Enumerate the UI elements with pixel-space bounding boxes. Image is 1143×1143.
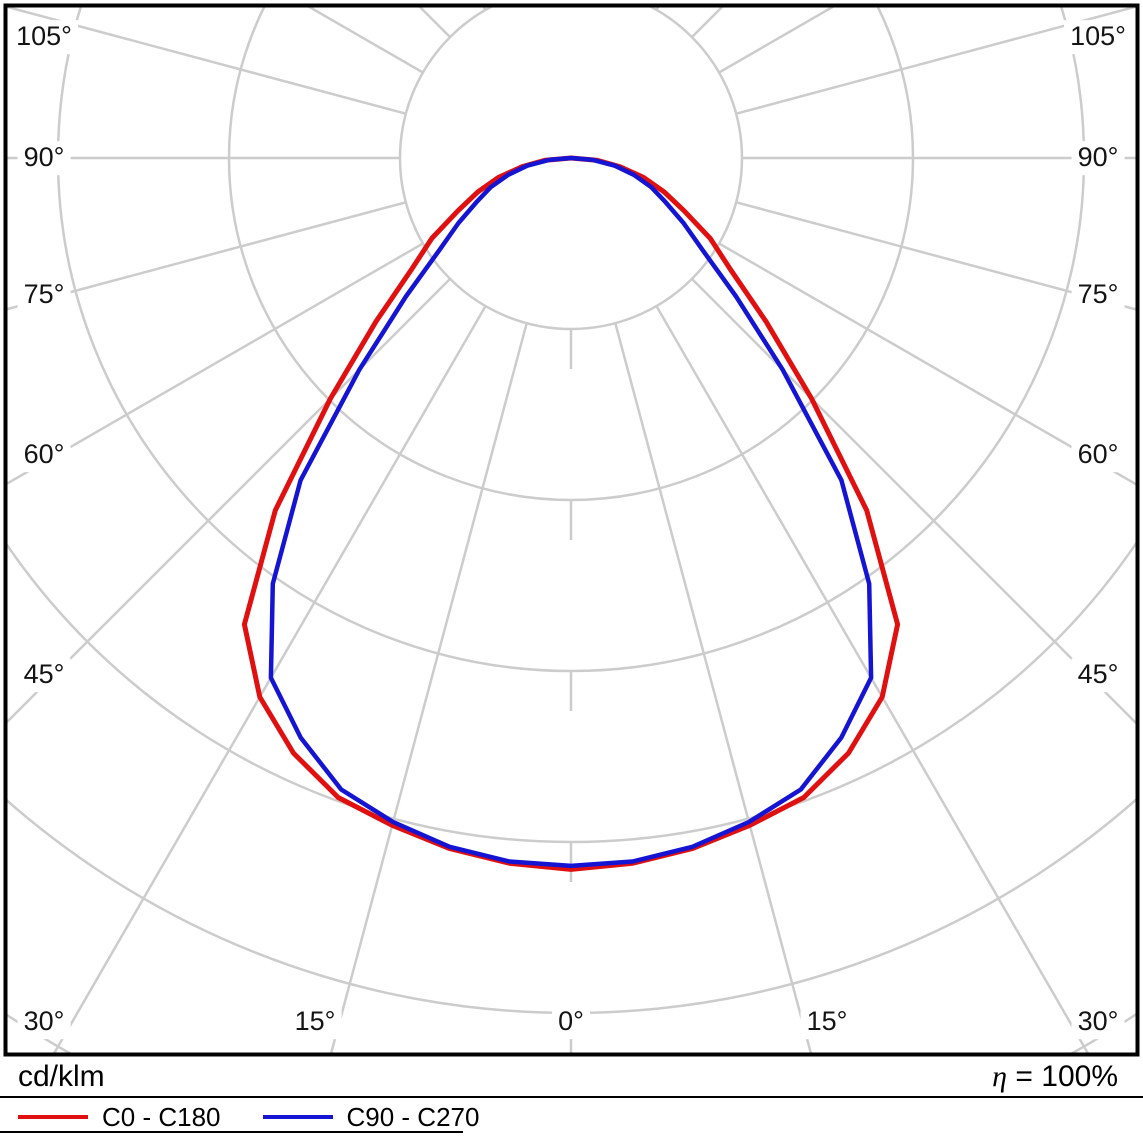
intensity-curves (241, 155, 901, 872)
grid-radial-line (6, 278, 451, 725)
curve-c0-c180 (241, 155, 901, 872)
grid-radial-line (655, 305, 1090, 1054)
legend: C0 - C180 C90 - C270 (18, 1102, 479, 1132)
footer-row: cd/klm η = 100% (18, 1060, 1118, 1096)
units-label: cd/klm (18, 1060, 105, 1093)
legend-swatch (262, 1115, 333, 1119)
legend-label: C0 - C180 (102, 1101, 221, 1132)
grid-radial-line (52, 305, 487, 1054)
eta-symbol: η (992, 1060, 1008, 1093)
grid-radial-line (329, 322, 528, 1054)
divider-line (0, 1096, 1143, 1098)
grid-radial-line (735, 201, 1137, 311)
grid-ring (6, 539, 1137, 844)
grid-radial-line (718, 242, 1137, 487)
legend-item: C90 - C270 (262, 1101, 480, 1133)
legend-swatch (18, 1115, 88, 1119)
legend-item: C0 - C180 (18, 1102, 221, 1133)
curve-c90-c270 (268, 155, 874, 869)
legend-underline (0, 1131, 463, 1133)
grid-radial-line (691, 278, 1137, 726)
grid-ring (398, 6, 744, 331)
chart-border (3, 3, 1140, 1057)
chart-frame (3, 3, 1140, 1057)
efficiency-value: = 100% (1015, 1060, 1118, 1093)
efficiency-label: η = 100% (992, 1060, 1118, 1094)
grid-radial-line (735, 6, 1137, 115)
grid-radial-line (614, 322, 813, 1054)
polar-chart (3, 3, 1140, 1057)
grid-radial-line (6, 201, 407, 311)
legend-label: C90 - C270 (346, 1101, 480, 1132)
grid-radial-line (6, 242, 424, 486)
grid-radial-line (6, 6, 407, 115)
